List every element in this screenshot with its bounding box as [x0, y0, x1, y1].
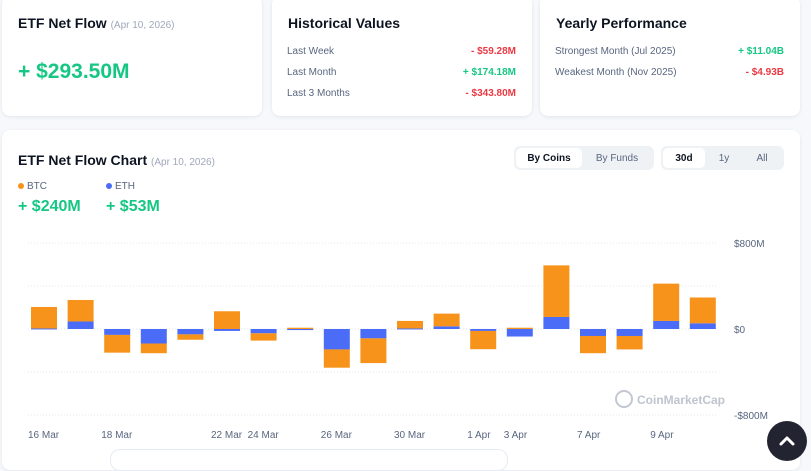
date: (Apr 10, 2026): [151, 157, 215, 168]
chart-title: ETF Net Flow Chart (Apr 10, 2026): [18, 152, 215, 168]
eth-bar[interactable]: [689, 323, 716, 329]
row-value: + $11.04B: [738, 46, 784, 57]
row-0: Last Week - $59.28M: [287, 46, 516, 57]
x-tick-label: 3 Apr: [504, 430, 528, 441]
card-title: Historical Values: [288, 15, 401, 31]
btc-bar[interactable]: [689, 297, 716, 324]
date: (Apr 10, 2026): [110, 20, 175, 31]
range-30d-button[interactable]: 30d: [663, 148, 705, 168]
row-value: - $343.80M: [465, 88, 516, 99]
legend-label: ETH: [115, 181, 135, 192]
btc-bar[interactable]: [433, 313, 460, 327]
btc-bar[interactable]: [360, 338, 387, 364]
x-tick-label: 24 Mar: [248, 430, 280, 441]
eth-bar[interactable]: [214, 329, 240, 331]
eth-bar[interactable]: [433, 326, 460, 329]
net-flow-value: + $293.50M: [18, 60, 130, 83]
btc-bar[interactable]: [104, 334, 131, 353]
by-coins-button[interactable]: By Coins: [516, 148, 582, 168]
btc-value: + $240M: [18, 198, 81, 215]
row-label: Last Week: [287, 46, 335, 57]
card-title: ETF Net Flow (Apr 10, 2026): [18, 15, 175, 31]
btc-bar[interactable]: [140, 343, 167, 354]
title-text: ETF Net Flow: [18, 15, 107, 31]
legend-eth: ETH: [106, 181, 135, 192]
btc-dot-icon: [18, 183, 24, 189]
card-title: Yearly Performance: [556, 15, 687, 31]
btc-bar[interactable]: [250, 333, 277, 341]
btc-bar[interactable]: [653, 283, 680, 321]
eth-bar[interactable]: [397, 328, 423, 330]
btc-bar[interactable]: [506, 327, 533, 329]
title-text: ETF Net Flow Chart: [18, 152, 148, 168]
eth-bar[interactable]: [67, 321, 94, 329]
btc-bar[interactable]: [177, 334, 204, 340]
eth-value: + $53M: [106, 198, 160, 215]
bar-chart: $800M $0 -$800M 16 Mar 18 Mar 22 Mar 24 Mar 26 …: [28, 239, 768, 441]
range-all-button[interactable]: All: [756, 152, 768, 164]
watermark: CoinMarketCap: [637, 393, 725, 407]
yearly-performance-card: Yearly Performance Strongest Month (Jul …: [540, 0, 800, 116]
row-1: Last Month + $174.18M: [287, 67, 516, 78]
eth-bar[interactable]: [104, 329, 131, 335]
row-label: Weakest Month (Nov 2025): [555, 67, 677, 78]
x-tick-label: 7 Apr: [577, 430, 601, 441]
x-tick-label: 16 Mar: [28, 430, 60, 441]
y-tick-label: $800M: [734, 239, 765, 250]
btc-bar[interactable]: [31, 306, 57, 329]
eth-bar[interactable]: [177, 329, 204, 335]
eth-bar[interactable]: [31, 328, 57, 330]
eth-bar[interactable]: [470, 329, 497, 331]
btc-bar[interactable]: [397, 320, 423, 329]
coinmarketcap-logo-icon: [615, 390, 633, 408]
btc-bar[interactable]: [543, 265, 570, 317]
by-funds-button[interactable]: By Funds: [595, 152, 639, 164]
eth-bar[interactable]: [506, 329, 533, 337]
row-2: Last 3 Months - $343.80M: [287, 88, 516, 99]
eth-dot-icon: [106, 183, 112, 189]
y-tick-label: -$800M: [734, 411, 768, 422]
btc-bar[interactable]: [67, 299, 94, 322]
legend-label: BTC: [27, 181, 47, 192]
etf-net-flow-card: ETF Net Flow (Apr 10, 2026) + $293.50M: [2, 0, 262, 116]
range-toggle: 30d 1y All: [661, 146, 784, 170]
range-1y-button[interactable]: 1y: [718, 152, 730, 164]
view-toggle: By Coins By Funds: [514, 146, 654, 170]
btc-bar[interactable]: [287, 327, 314, 329]
eth-bar[interactable]: [616, 329, 643, 336]
eth-bar[interactable]: [653, 320, 680, 329]
historical-values-card: Historical Values Last Week - $59.28M Last…: [272, 0, 532, 116]
x-tick-label: 22 Mar: [211, 430, 243, 441]
btc-bar[interactable]: [323, 349, 350, 368]
legend-btc: BTC: [18, 181, 47, 192]
x-tick-label: 30 Mar: [394, 430, 426, 441]
btc-bar[interactable]: [214, 311, 240, 329]
eth-bar[interactable]: [287, 329, 314, 331]
x-tick-label: 9 Apr: [650, 430, 674, 441]
eth-bar[interactable]: [543, 316, 570, 329]
btc-bar[interactable]: [580, 335, 606, 354]
eth-bar[interactable]: [360, 329, 387, 339]
eth-bar[interactable]: [140, 329, 167, 344]
row-value: - $59.28M: [470, 46, 516, 57]
chevron-up-icon: [779, 436, 795, 446]
row-label: Last 3 Months: [287, 88, 350, 99]
btc-bar[interactable]: [470, 330, 497, 350]
x-tick-label: 18 Mar: [101, 430, 133, 441]
bottom-panel: [110, 449, 508, 471]
y-tick-label: $0: [734, 325, 746, 336]
eth-bar[interactable]: [580, 329, 606, 336]
scroll-to-top-button[interactable]: [767, 421, 807, 461]
row-1: Weakest Month (Nov 2025) - $4.93B: [555, 67, 784, 78]
eth-bar[interactable]: [250, 329, 277, 334]
eth-bar[interactable]: [323, 329, 350, 350]
row-0: Strongest Month (Jul 2025) + $11.04B: [555, 46, 784, 57]
x-tick-label: 26 Mar: [321, 430, 353, 441]
row-label: Strongest Month (Jul 2025): [555, 46, 676, 57]
row-value: + $174.18M: [462, 67, 516, 78]
row-label: Last Month: [287, 67, 337, 78]
row-value: - $4.93B: [745, 67, 784, 78]
btc-bar[interactable]: [616, 335, 643, 350]
x-tick-label: 1 Apr: [467, 430, 491, 441]
